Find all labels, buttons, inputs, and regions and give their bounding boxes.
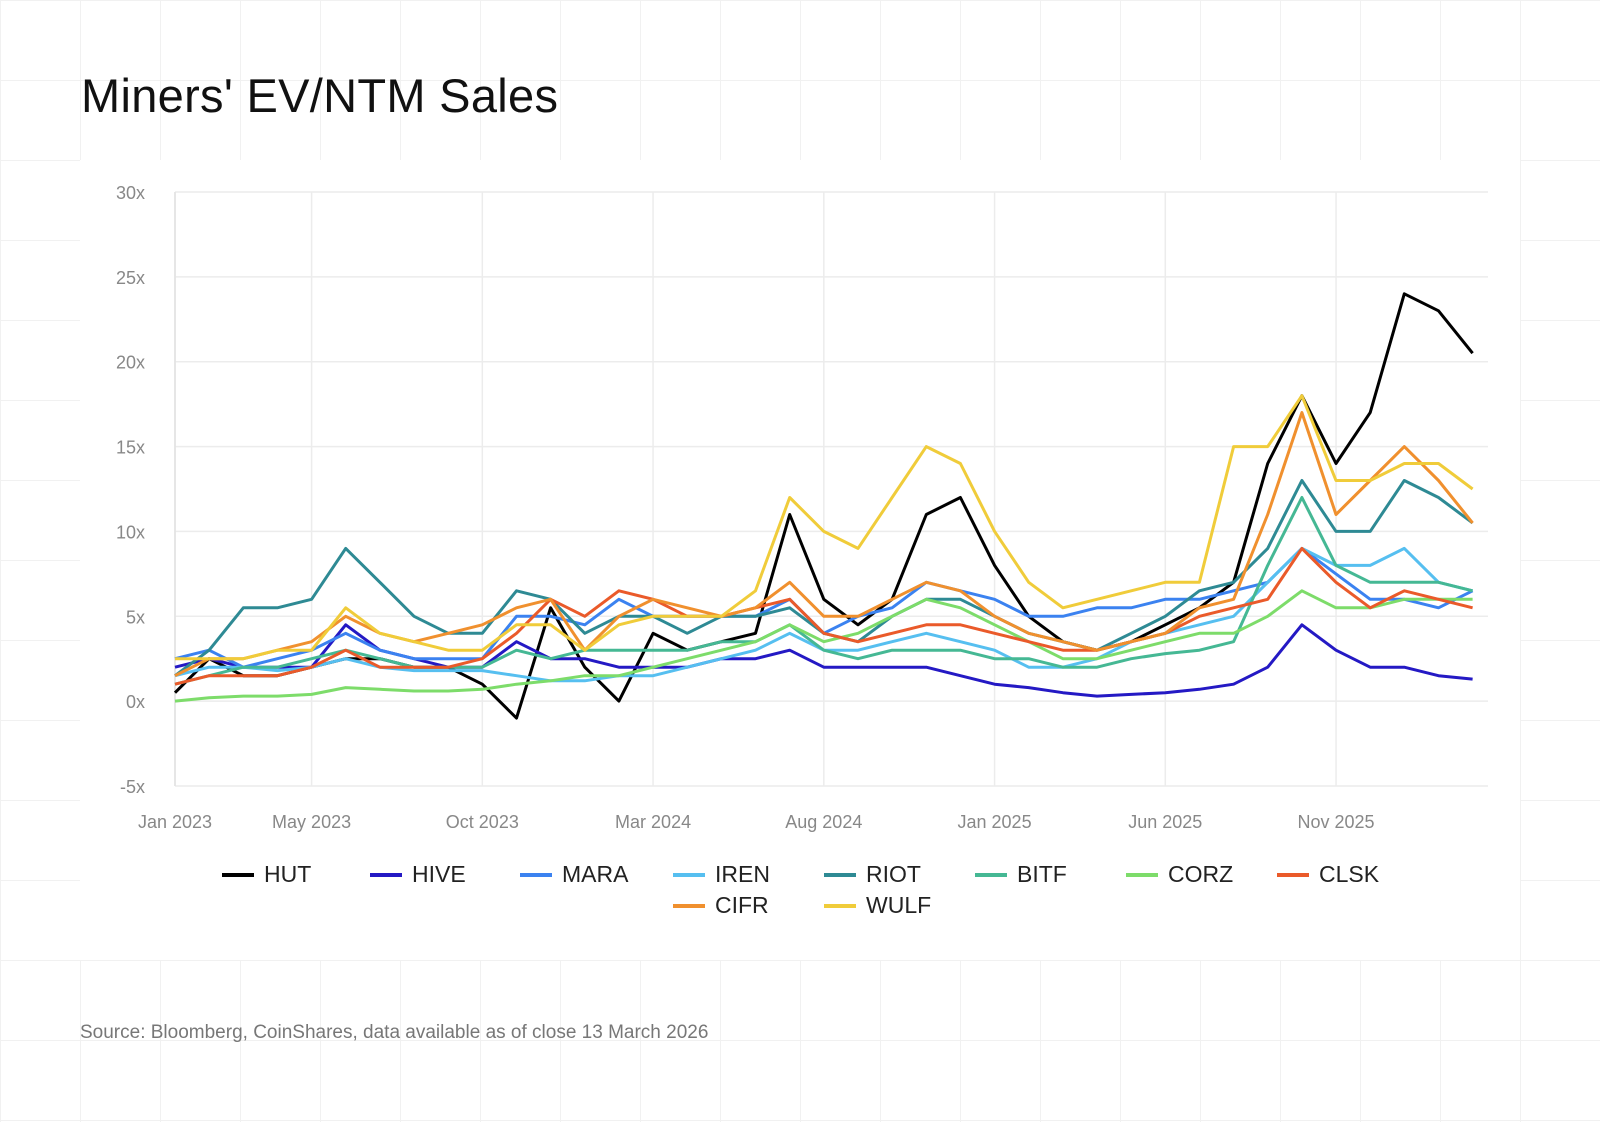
legend-swatch: [673, 903, 705, 908]
legend-swatch: [975, 872, 1007, 877]
legend-swatch: [824, 872, 856, 877]
legend-label: BITF: [1017, 861, 1067, 887]
legend-item-wulf[interactable]: WULF: [824, 892, 931, 919]
series-line-wulf: [175, 394, 1474, 661]
x-tick-label: Oct 2023: [446, 812, 519, 832]
y-tick-label: 20x: [116, 353, 145, 373]
x-tick-label: Jan 2025: [958, 812, 1032, 832]
y-tick-label: 10x: [116, 522, 145, 542]
y-tick-label: 30x: [116, 183, 145, 203]
legend-label: HUT: [264, 861, 312, 887]
legend-item-iren[interactable]: IREN: [673, 861, 770, 888]
legend-label: MARA: [562, 861, 629, 887]
series-line-corz: [174, 589, 1473, 703]
legend-swatch: [673, 872, 705, 877]
legend-swatch: [222, 872, 254, 877]
legend-item-cifr[interactable]: CIFR: [673, 892, 769, 919]
y-tick-label: 0x: [126, 692, 145, 712]
legend-item-hut[interactable]: HUT: [222, 861, 311, 888]
legend-label: HIVE: [412, 861, 466, 887]
x-tick-label: Mar 2024: [615, 812, 691, 832]
x-tick-label: Jan 2023: [138, 812, 212, 832]
legend-swatch: [1126, 872, 1158, 877]
legend-item-hive[interactable]: HIVE: [370, 861, 466, 888]
legend-swatch: [370, 872, 402, 877]
series-line-bitf: [174, 496, 1473, 686]
legend-item-mara[interactable]: MARA: [520, 861, 628, 888]
source-note: Source: Bloomberg, CoinShares, data avai…: [80, 1022, 709, 1043]
chart-title: Miners' EV/NTM Sales: [81, 69, 559, 122]
x-tick-label: Aug 2024: [785, 812, 862, 832]
y-tick-label: 5x: [126, 607, 145, 627]
legend-swatch: [520, 872, 552, 877]
legend-label: RIOT: [866, 861, 921, 887]
chart-panel: [80, 160, 1520, 960]
legend-label: IREN: [715, 861, 770, 887]
y-tick-label: 15x: [116, 438, 145, 458]
series-line-clsk: [174, 546, 1473, 686]
legend-item-corz[interactable]: CORZ: [1126, 861, 1233, 888]
x-tick-label: Nov 2025: [1298, 812, 1375, 832]
legend-item-bitf[interactable]: BITF: [975, 861, 1067, 888]
legend-label: WULF: [866, 892, 932, 918]
legend-item-clsk[interactable]: CLSK: [1277, 861, 1379, 888]
y-tick-label: 25x: [116, 268, 145, 288]
legend-label: CIFR: [715, 892, 769, 918]
y-tick-label: -5x: [120, 777, 145, 797]
legend-item-riot[interactable]: RIOT: [824, 861, 921, 888]
x-tick-label: Jun 2025: [1128, 812, 1202, 832]
legend-swatch: [1277, 872, 1309, 877]
legend-swatch: [824, 903, 856, 908]
x-tick-label: May 2023: [272, 812, 351, 832]
legend-label: CLSK: [1319, 861, 1380, 887]
legend-label: CORZ: [1168, 861, 1234, 887]
